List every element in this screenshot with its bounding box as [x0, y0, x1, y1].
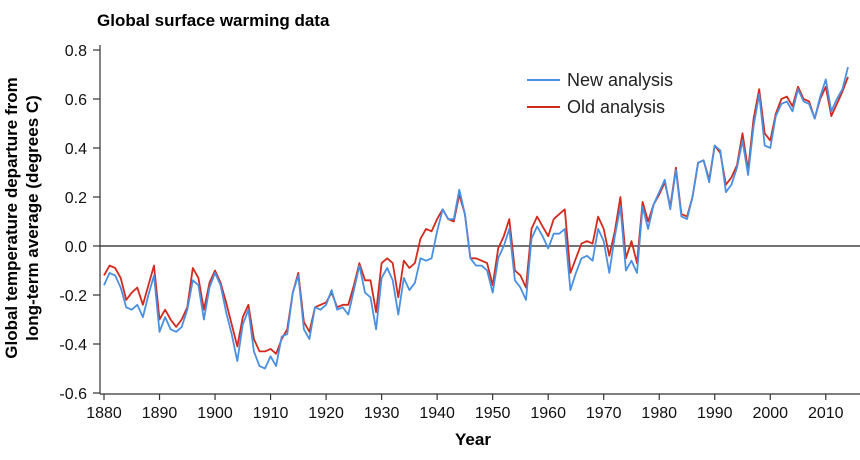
- chart-title: Global surface warming data: [97, 11, 330, 30]
- x-tick-label: 1930: [364, 405, 400, 422]
- x-tick-label: 1950: [475, 405, 511, 422]
- y-axis-label-line1: Global temperature departure from: [2, 77, 21, 359]
- x-axis: 1880 1890 1900 1910 1920 1930 1940 1950 1960 1970…: [86, 394, 844, 422]
- y-tick-label: -0.2: [59, 288, 87, 305]
- x-tick-label: 1960: [530, 405, 566, 422]
- x-tick-label: 1940: [419, 405, 455, 422]
- y-axis-label-line2: long-term average (degrees C): [23, 95, 42, 341]
- x-axis-label: Year: [455, 430, 491, 449]
- y-tick-label: -0.6: [59, 386, 87, 403]
- legend-label-old: Old analysis: [567, 97, 665, 117]
- x-tick-label: 1890: [142, 405, 178, 422]
- y-tick-label: 0.8: [65, 43, 87, 60]
- series-line-old-analysis: [103, 76, 849, 355]
- legend-label-new: New analysis: [567, 70, 673, 90]
- series-group: [103, 66, 849, 370]
- y-tick-label: -0.4: [59, 337, 87, 354]
- x-tick-label: 1980: [641, 405, 677, 422]
- legend: New analysis Old analysis: [527, 70, 673, 117]
- x-tick-label: 1900: [197, 405, 233, 422]
- series-line-new-analysis: [103, 66, 849, 370]
- x-tick-label: 1910: [253, 405, 289, 422]
- x-tick-label: 1970: [586, 405, 622, 422]
- y-tick-label: 0.2: [65, 190, 87, 207]
- x-tick-label: 1880: [86, 405, 122, 422]
- y-tick-label: 0.6: [65, 92, 87, 109]
- x-tick-label: 1990: [697, 405, 733, 422]
- y-axis: 0.8 0.6 0.4 0.2 0.0 -0.2 -0.4 -0.6: [59, 43, 100, 403]
- y-tick-label: 0.0: [65, 239, 87, 256]
- x-tick-label: 1920: [308, 405, 344, 422]
- x-tick-label: 2000: [752, 405, 788, 422]
- y-tick-label: 0.4: [65, 141, 87, 158]
- x-tick-label: 2010: [808, 405, 844, 422]
